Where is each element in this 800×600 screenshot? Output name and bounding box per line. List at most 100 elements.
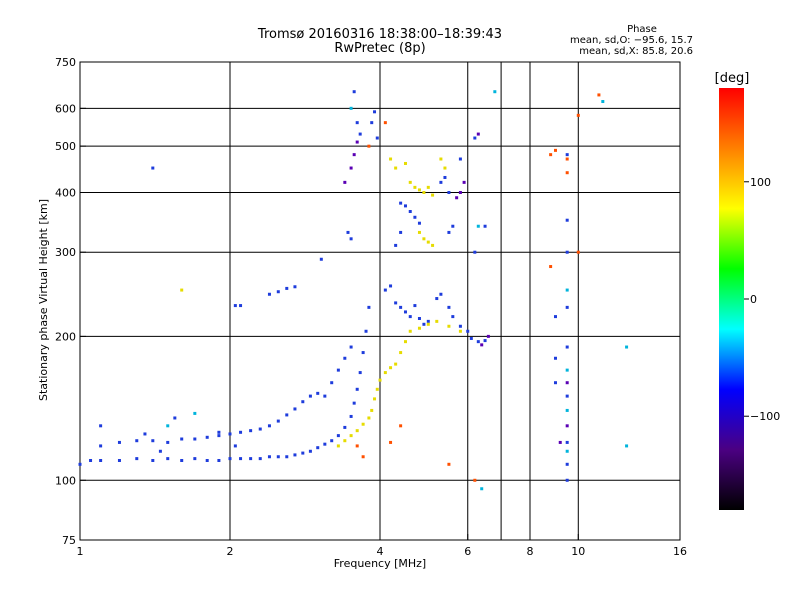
data-point-mixed xyxy=(565,449,569,453)
data-point-o-mode xyxy=(389,284,393,288)
data-point-o-mode xyxy=(293,285,297,289)
data-point-o-mode xyxy=(336,368,340,372)
data-point-x-mode xyxy=(417,188,421,192)
data-point-o-mode xyxy=(399,201,403,205)
data-point-x-mode xyxy=(343,439,347,443)
data-point-o-mode xyxy=(239,430,243,434)
data-point-x-mode xyxy=(417,326,421,330)
data-point-o-mode xyxy=(143,432,147,436)
data-point-o-mode xyxy=(399,230,403,234)
data-point-o-mode xyxy=(349,414,353,418)
x-tick-label: 10 xyxy=(571,545,585,558)
data-point-o-mode xyxy=(180,458,184,462)
data-point-o-mode xyxy=(239,304,243,308)
data-point-o-mode xyxy=(285,413,289,417)
y-tick-label: 100 xyxy=(55,474,76,487)
colorbar-tick-label: 100 xyxy=(750,176,771,189)
data-point-o-mode xyxy=(293,453,297,457)
data-point-o-mode xyxy=(469,336,473,340)
data-point-o-mode xyxy=(476,340,480,344)
data-point-o-mode xyxy=(349,237,353,241)
data-point-o-mode xyxy=(408,210,412,214)
data-point-x-mode xyxy=(383,371,387,375)
data-point-o-mode xyxy=(373,110,377,114)
data-point-o-mode xyxy=(330,381,334,385)
data-point-x-mode xyxy=(458,329,462,333)
data-point-x-mode xyxy=(361,422,365,426)
data-point-o-mode xyxy=(316,446,320,450)
data-point-x-mode xyxy=(426,322,430,326)
data-point-o-mode xyxy=(426,319,430,323)
data-point-x-mode xyxy=(422,237,426,241)
data-point-o-mode xyxy=(435,297,439,301)
data-point-x-mode xyxy=(408,329,412,333)
data-point-o-mode xyxy=(217,458,221,462)
data-point-o-mode xyxy=(473,136,477,140)
data-point-o-mode xyxy=(553,381,557,385)
data-point-x-mode xyxy=(403,340,407,344)
data-point-o-mode xyxy=(370,121,374,125)
data-point-o-mode xyxy=(193,437,197,441)
data-point-o-mode xyxy=(447,190,451,194)
x-tick-label: 16 xyxy=(673,545,687,558)
data-point-x-mode xyxy=(375,387,379,391)
data-point-red-phase xyxy=(553,148,557,152)
data-point-o-mode xyxy=(228,432,232,436)
data-point-o-mode xyxy=(301,400,305,404)
data-point-o-mode xyxy=(375,136,379,140)
data-point-x-mode xyxy=(431,193,435,197)
y-tick-label: 75 xyxy=(62,534,76,547)
data-point-mixed xyxy=(565,368,569,372)
data-point-red-phase xyxy=(549,265,553,269)
data-point-red-phase xyxy=(355,444,359,448)
data-point-o-mode xyxy=(308,449,312,453)
data-point-red-phase xyxy=(576,250,580,254)
data-points xyxy=(78,90,629,491)
data-point-purple-phase xyxy=(476,132,480,136)
data-point-o-mode xyxy=(367,305,371,309)
data-point-o-mode xyxy=(553,315,557,319)
data-point-o-mode xyxy=(565,250,569,254)
data-point-o-mode xyxy=(323,394,327,398)
data-point-red-phase xyxy=(399,424,403,428)
data-point-o-mode xyxy=(394,243,398,247)
data-point-x-mode xyxy=(378,378,382,382)
data-point-o-mode xyxy=(233,444,237,448)
y-tick-label: 750 xyxy=(55,56,76,69)
data-point-o-mode xyxy=(117,458,121,462)
data-point-o-mode xyxy=(228,457,232,461)
data-point-o-mode xyxy=(319,257,323,261)
data-point-o-mode xyxy=(99,458,103,462)
data-point-o-mode xyxy=(355,121,359,125)
data-point-purple-phase xyxy=(558,440,562,444)
data-point-x-mode xyxy=(403,161,407,165)
data-point-o-mode xyxy=(151,439,155,443)
data-point-o-mode xyxy=(358,371,362,375)
data-point-o-mode xyxy=(135,439,139,443)
data-point-o-mode xyxy=(483,339,487,343)
data-point-purple-phase xyxy=(343,180,347,184)
y-axis-ticks: 75 100 200 300 400 500 600 750 xyxy=(55,56,86,547)
data-point-o-mode xyxy=(565,218,569,222)
data-point-mixed xyxy=(480,487,484,491)
data-point-o-mode xyxy=(413,304,417,308)
data-point-o-mode xyxy=(451,315,455,319)
data-point-o-mode xyxy=(352,90,356,94)
data-point-x-mode xyxy=(408,180,412,184)
data-point-o-mode xyxy=(205,435,209,439)
data-point-o-mode xyxy=(349,345,353,349)
data-point-o-mode xyxy=(364,329,368,333)
data-point-o-mode xyxy=(180,437,184,441)
data-point-mixed xyxy=(565,408,569,412)
data-point-o-mode xyxy=(553,356,557,360)
data-point-o-mode xyxy=(355,387,359,391)
data-point-o-mode xyxy=(99,424,103,428)
data-point-purple-phase xyxy=(352,153,356,157)
data-point-o-mode xyxy=(343,425,347,429)
x-tick-label: 2 xyxy=(227,545,234,558)
data-point-red-phase xyxy=(576,113,580,117)
data-point-o-mode xyxy=(565,478,569,482)
data-point-mixed xyxy=(476,224,480,228)
data-point-purple-phase xyxy=(458,190,462,194)
